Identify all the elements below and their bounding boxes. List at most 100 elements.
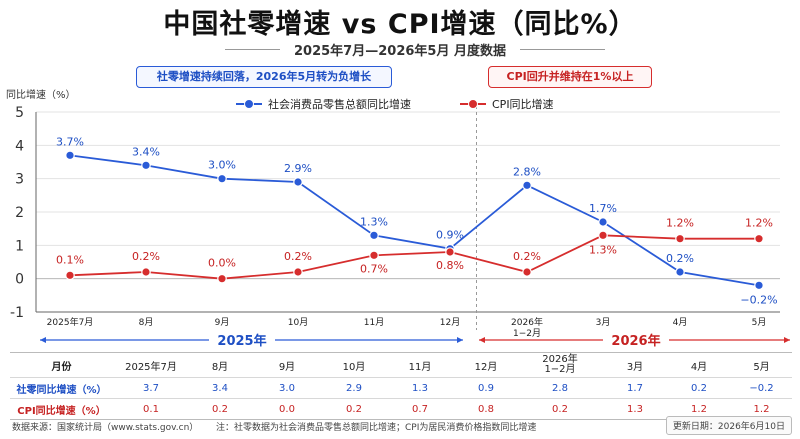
- year-2026-label: 2026年: [611, 333, 660, 349]
- series-0-point-3: [293, 177, 303, 187]
- series-1-label-5: 0.8%: [436, 259, 464, 272]
- legend-marker-1: [468, 99, 478, 109]
- table-row-cpi: CPI同比增速（%） 0.1 0.2 0.0 0.2 0.7 0.8 0.2 1.3 1.2 1.…: [10, 398, 792, 420]
- data-table: 月份 2025年7月 8月 9月 10月 11月 12月 2026年 1−2月 3月 4月 5月 社…: [10, 352, 792, 420]
- table-header-row: 月份 2025年7月 8月 9月 10月 11月 12月 2026年 1−2月 3月 4月 5月: [10, 352, 792, 378]
- legend-marker-0: [244, 99, 254, 109]
- table-retail-value-2: 3.0: [251, 377, 323, 399]
- subtitle-row: 2025年7月—2026年5月 月度数据: [0, 40, 800, 59]
- y-tick-label-2: 1: [15, 238, 24, 254]
- subtitle-rule-right: [520, 49, 605, 50]
- table-row-retail: 社零同比增速（%） 3.7 3.4 3.0 2.9 1.3 0.9 2.8 1.7 0.2 −0.…: [10, 377, 792, 399]
- series-0-point-6: [522, 180, 532, 191]
- x-tick-label-4: 11月: [364, 317, 384, 328]
- series-1-label-0: 0.1%: [56, 253, 84, 266]
- table-month-9: 5月: [731, 352, 792, 378]
- series-1-point-4: [369, 250, 379, 261]
- subtitle-rule-left: [225, 49, 280, 50]
- table-retail-value-6: 2.8: [517, 377, 603, 399]
- table-cpi-value-6: 0.2: [517, 398, 603, 420]
- table-retail-value-1: 3.4: [189, 377, 251, 399]
- year-2025-arrow-head-right: [457, 337, 463, 343]
- table-month-3: 10月: [323, 352, 385, 378]
- table-month-2: 9月: [251, 352, 323, 378]
- series-1-label-6: 0.2%: [513, 250, 541, 263]
- series-0-label-3: 2.9%: [284, 162, 312, 175]
- table-cpi-label: CPI同比增速（%）: [10, 398, 113, 420]
- series-1-label-8: 1.2%: [666, 217, 694, 230]
- line-chart: -1 0 1 2 3 4 5 同比增速（%） 2025年7月 8月 9月 10月 11月 12月 2026年…: [6, 88, 790, 349]
- year-2025-arrow-head-left: [40, 337, 46, 343]
- series-0-label-9: −0.2%: [740, 293, 777, 306]
- series-1-point-5: [445, 247, 455, 257]
- table-month-1: 8月: [189, 352, 251, 378]
- table-month-4: 11月: [385, 352, 455, 378]
- x-tick-label-5: 12月: [440, 317, 460, 328]
- series-1-point-6: [522, 267, 532, 277]
- series-0-label-5: 0.9%: [436, 229, 464, 242]
- series-1-point-3: [293, 267, 303, 277]
- table-cpi-value-1: 0.2: [189, 398, 251, 420]
- series-0-label-1: 3.4%: [132, 145, 160, 158]
- table-cpi-value-4: 0.7: [385, 398, 455, 420]
- table-cpi-value-5: 0.8: [455, 398, 517, 420]
- year-2025-label: 2025年: [217, 333, 266, 349]
- series-0-label-7: 1.7%: [589, 202, 617, 215]
- table-retail-value-0: 3.7: [113, 377, 189, 399]
- series-line-1: [69, 234, 759, 280]
- x-tick-label-7: 3月: [596, 317, 611, 328]
- series-0-point-4: [369, 230, 379, 241]
- x-tick-label-9: 5月: [752, 317, 767, 328]
- series-0-point-8: [675, 267, 685, 277]
- table-retail-value-3: 2.9: [323, 377, 385, 399]
- x-tick-label-2: 9月: [215, 317, 230, 328]
- table-retail-value-8: 0.2: [667, 377, 731, 399]
- y-tick-label-5: 4: [15, 138, 24, 154]
- y-tick-label-3: 2: [15, 205, 24, 221]
- series-1-label-3: 0.2%: [284, 250, 312, 263]
- x-tick-label-8: 4月: [673, 317, 688, 328]
- series-0-label-2: 3.0%: [208, 159, 236, 172]
- series-0-point-7: [598, 217, 608, 227]
- series-0-label-8: 0.2%: [666, 252, 694, 265]
- legend-label-0: 社会消费品零售总额同比增速: [268, 97, 411, 111]
- series-1-label-9: 1.2%: [745, 217, 773, 230]
- table-month-7: 3月: [603, 352, 667, 378]
- series-1-point-0: [65, 270, 75, 281]
- series-1-point-1: [141, 267, 151, 277]
- y-tick-label-0: -1: [10, 305, 24, 321]
- footer-note: 注：社零数据为社会消费品零售总额同比增速；CPI为居民消费价格指数同比增速: [216, 423, 537, 433]
- series-1-point-7: [598, 230, 608, 241]
- series-0-label-6: 2.8%: [513, 165, 541, 178]
- series-1-point-9: [754, 233, 764, 244]
- table-retail-value-7: 1.7: [603, 377, 667, 399]
- series-1-label-4: 0.7%: [360, 262, 388, 275]
- series-0-point-1: [141, 160, 151, 171]
- page-title: 中国社零增速 vs CPI增速（同比%）: [163, 9, 637, 40]
- table-month-5: 12月: [455, 352, 517, 378]
- table-retail-value-4: 1.3: [385, 377, 455, 399]
- y-tick-label-1: 0: [15, 272, 24, 288]
- legend-label-1: CPI同比增速: [492, 97, 554, 111]
- series-1-point-2: [217, 273, 227, 284]
- y-tick-label-6: 5: [15, 105, 24, 121]
- table-retail-value-9: −0.2: [731, 377, 792, 399]
- table-cpi-value-7: 1.3: [603, 398, 667, 420]
- table-retail-label: 社零同比增速（%）: [10, 377, 113, 399]
- table-month-6: 2026年 1−2月: [517, 352, 603, 378]
- callout-cpi: CPI回升并维持在1%以上: [488, 66, 652, 88]
- series-0-point-9: [754, 280, 764, 291]
- table-cpi-value-3: 0.2: [323, 398, 385, 420]
- table-retail-value-5: 0.9: [455, 377, 517, 399]
- x-tick-label-6-0: 2026年: [511, 316, 543, 328]
- year-2026-arrow-head-right: [784, 337, 790, 343]
- table-header-label: 月份: [10, 352, 113, 378]
- year-2026-bg: [603, 332, 669, 348]
- x-tick-label-1: 8月: [139, 317, 154, 328]
- series-0-point-2: [217, 173, 227, 184]
- year-2026-arrow-head-left: [479, 337, 485, 343]
- series-0-label-0: 3.7%: [56, 135, 84, 148]
- year-2025-bg: [209, 332, 275, 348]
- series-1-label-2: 0.0%: [208, 257, 236, 270]
- series-1-label-7: 1.3%: [589, 243, 617, 256]
